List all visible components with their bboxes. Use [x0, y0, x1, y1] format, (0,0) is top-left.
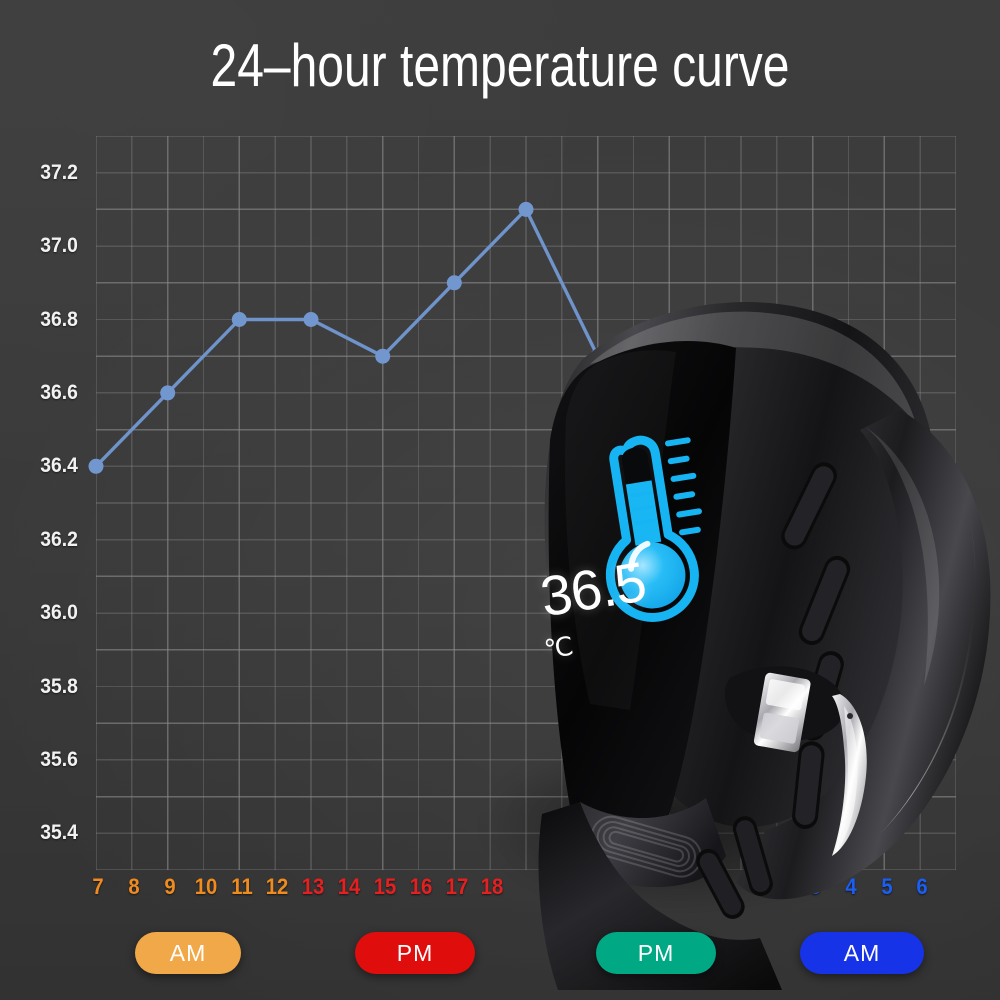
- x-axis-tick: 9: [164, 874, 176, 899]
- data-point: [88, 458, 104, 474]
- legend-pill-label: AM: [169, 939, 207, 966]
- legend-pill-label: PM: [637, 939, 675, 966]
- x-axis-tick: 14: [337, 874, 361, 899]
- legend-pill-pm-1[interactable]: PM: [355, 932, 475, 974]
- x-axis-tick: 8: [128, 874, 140, 899]
- y-axis-tick: 35.8: [40, 674, 78, 698]
- y-axis-tick: 36.0: [40, 601, 78, 625]
- y-axis-tick: 35.6: [40, 747, 78, 771]
- y-axis-tick: 36.6: [40, 380, 78, 404]
- y-axis-tick: 37.2: [40, 160, 78, 184]
- y-axis-tick: 36.2: [40, 527, 78, 551]
- legend-pill-am-0[interactable]: AM: [135, 932, 241, 974]
- page-title: 24–hour temperature curve: [210, 32, 790, 99]
- x-axis-tick: 10: [194, 874, 217, 899]
- data-point: [231, 312, 247, 327]
- chart-plot: [88, 201, 606, 474]
- x-axis-tick: 12: [266, 874, 289, 899]
- legend-pill-am-3[interactable]: AM: [800, 932, 924, 974]
- data-point: [375, 348, 391, 364]
- data-point: [446, 275, 462, 291]
- x-axis-tick: 13: [301, 874, 325, 899]
- data-point: [590, 348, 606, 364]
- data-point: [303, 312, 319, 327]
- data-point: [160, 385, 176, 401]
- x-axis-tick: 11: [230, 874, 253, 899]
- y-axis-tick: 36.4: [40, 454, 78, 478]
- y-axis-tick: 35.4: [40, 821, 78, 845]
- x-axis-tick: 7: [92, 874, 104, 899]
- temperature-line: [94, 207, 600, 468]
- temperature-markers: [88, 201, 606, 474]
- data-point: [518, 201, 534, 217]
- legend-pill-label: PM: [396, 939, 434, 966]
- legend-pill-pm-2[interactable]: PM: [596, 932, 716, 974]
- legend-pill-label: AM: [843, 939, 881, 966]
- chart-legend: AM PM PM AM: [0, 932, 1000, 980]
- y-axis-tick: 37.0: [40, 234, 78, 258]
- y-axis-labels: 37.2 37.0 36.8 36.6 36.4 36.2 36.0 35.8 35.6 35.4: [0, 136, 86, 870]
- device-drop-shadow: [400, 700, 960, 950]
- y-axis-tick: 36.8: [40, 307, 78, 331]
- x-axis-tick: 15: [373, 874, 397, 899]
